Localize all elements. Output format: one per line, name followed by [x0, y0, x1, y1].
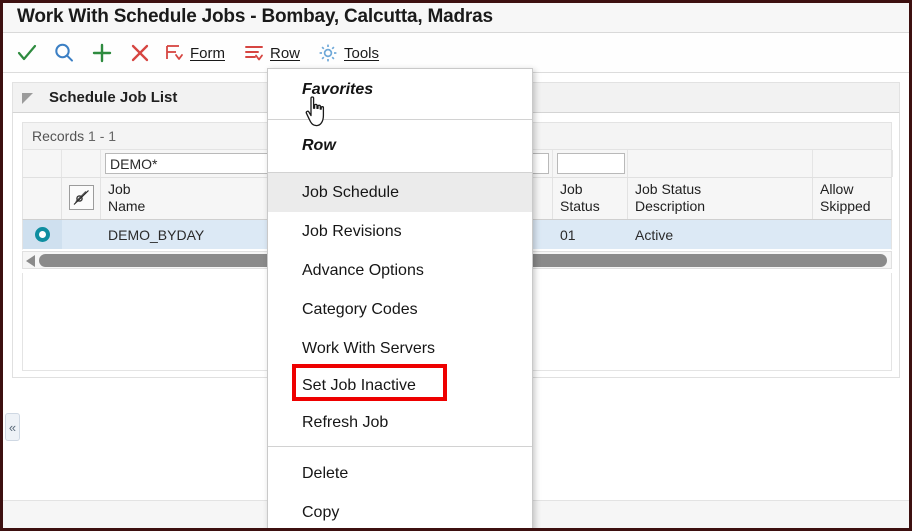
header-cell-job-name[interactable]: Job Name — [101, 178, 553, 219]
filter-cell-job-status — [553, 150, 628, 177]
header-cell-job-status-description[interactable]: Job Status Description — [628, 178, 813, 219]
edit-pencil-icon[interactable] — [69, 185, 94, 210]
row-dropdown-menu: Favorites Row Job Schedule Job Revisions… — [267, 68, 533, 528]
magnifier-icon — [55, 43, 73, 62]
toolbar-tools-button[interactable]: Tools — [317, 33, 379, 73]
header-allow-skipped-line1: Allow — [820, 181, 854, 197]
menu-item-work-with-servers[interactable]: Work With Servers — [302, 340, 436, 357]
filter-cell-job-name — [101, 150, 553, 177]
toolbar-form-label: Form — [190, 44, 225, 62]
menu-item-copy[interactable]: Copy — [302, 504, 340, 521]
toolbar-delete-button[interactable] — [125, 33, 155, 73]
collapse-triangle-icon[interactable] — [22, 93, 33, 104]
header-job-status-desc-line2: Description — [635, 198, 706, 214]
filter-input-job-status[interactable] — [557, 153, 625, 174]
header-job-status-desc-line1: Job Status — [635, 181, 702, 197]
toolbar: Form Row — [3, 33, 909, 73]
menu-separator-3 — [268, 446, 532, 447]
row-selector-cell[interactable] — [23, 220, 62, 249]
toolbar-find-button[interactable] — [48, 33, 80, 73]
header-job-name-line1: Job — [108, 181, 131, 197]
toolbar-form-button[interactable]: Form — [163, 33, 225, 73]
pencil-icon-glyph — [73, 190, 89, 205]
header-cell-allow-skipped[interactable]: Allow Skipped — [813, 178, 893, 219]
menu-separator-1 — [268, 119, 532, 120]
cell-job-name[interactable]: DEMO_BYDAY — [108, 227, 205, 243]
filter-cell-allow-skipped — [813, 150, 893, 177]
scroll-left-arrow-icon[interactable] — [26, 255, 35, 267]
sidebar-collapse-handle[interactable]: « — [5, 413, 20, 441]
cell-job-status[interactable]: 01 — [560, 227, 576, 243]
records-label: Records 1 - 1 — [32, 128, 116, 144]
page-title: Work With Schedule Jobs - Bombay, Calcut… — [17, 6, 493, 27]
title-bar: Work With Schedule Jobs - Bombay, Calcut… — [3, 3, 909, 33]
filter-cell-edit — [62, 150, 101, 177]
row-edit-cell[interactable] — [62, 220, 101, 249]
header-cell-edit — [62, 178, 101, 219]
close-x-icon — [131, 44, 149, 62]
menu-group-title-favorites: Favorites — [302, 81, 374, 98]
menu-group-title-row: Row — [302, 137, 336, 154]
toolbar-row-button[interactable]: Row — [243, 33, 300, 73]
records-range: 1 - 1 — [88, 128, 117, 144]
menu-item-job-revisions[interactable]: Job Revisions — [302, 223, 402, 240]
menu-item-set-job-inactive[interactable]: Set Job Inactive — [302, 377, 416, 394]
filter-cell-job-status-description — [628, 150, 813, 177]
menu-item-delete[interactable]: Delete — [302, 465, 349, 482]
cell-job-status-description[interactable]: Active — [635, 227, 674, 243]
toolbar-ok-button[interactable] — [11, 33, 43, 73]
header-allow-skipped-line2: Skipped — [820, 198, 871, 214]
menu-item-category-codes[interactable]: Category Codes — [302, 301, 418, 318]
gear-icon — [319, 44, 337, 62]
toolbar-add-button[interactable] — [87, 33, 117, 73]
panel-title: Schedule Job List — [49, 89, 178, 106]
cell-allow-skipped[interactable] — [813, 220, 893, 249]
header-job-status-line1: Job — [560, 181, 583, 197]
records-label-text: Records — [32, 128, 85, 144]
header-job-status-line2: Status — [560, 198, 600, 214]
row-icon — [245, 46, 263, 61]
menu-item-advance-options[interactable]: Advance Options — [302, 262, 424, 279]
filter-cell-selector — [23, 150, 62, 177]
form-icon — [166, 45, 183, 60]
menu-item-job-schedule[interactable]: Job Schedule — [268, 173, 532, 212]
menu-separator-2 — [268, 172, 532, 173]
toolbar-tools-label: Tools — [344, 44, 380, 62]
plus-icon — [92, 43, 112, 63]
header-cell-selector — [23, 178, 62, 219]
header-cell-job-status[interactable]: Job Status — [553, 178, 628, 219]
check-icon — [17, 44, 37, 61]
toolbar-row-label: Row — [270, 44, 301, 62]
menu-item-refresh-job[interactable]: Refresh Job — [302, 414, 389, 431]
header-job-name-line2: Name — [108, 198, 146, 214]
row-selected-radio-icon[interactable] — [35, 227, 50, 242]
